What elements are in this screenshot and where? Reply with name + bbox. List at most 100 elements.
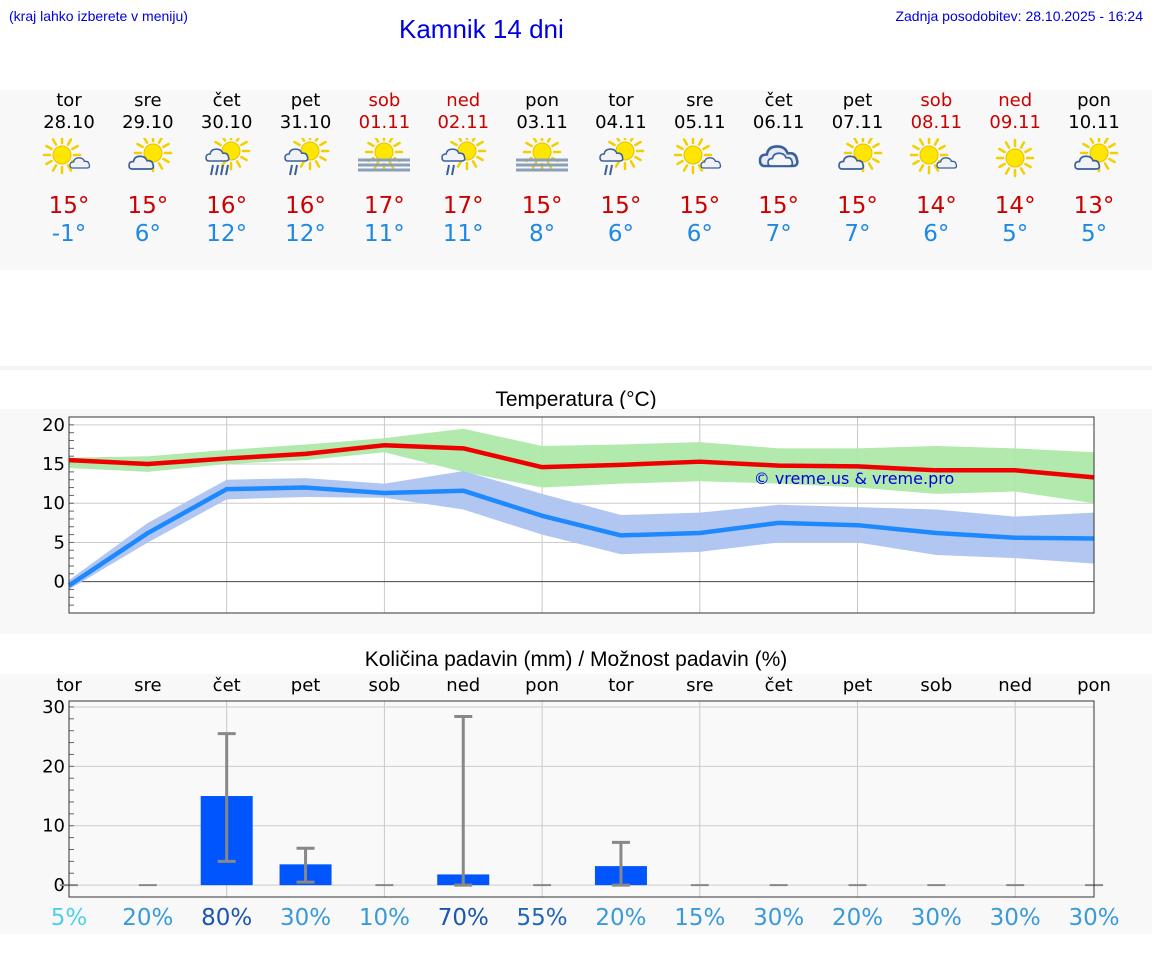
day-column: sre 05.11 15° 6° — [660, 90, 740, 248]
day-date: 29.10 — [122, 112, 174, 133]
precipitation-probability: 55% — [516, 905, 568, 931]
precipitation-probability: 70% — [437, 905, 489, 931]
forecast-days: tor 28.10 15° -1° sre 29.10 15° 6° čet 30.10 16° 12… — [0, 90, 1152, 270]
day-weekday: pon — [1077, 90, 1111, 111]
precipitation-error-bar — [296, 846, 315, 884]
day-weekday: sob — [368, 90, 401, 111]
precipitation-chart: 0 10 20 30 — [42, 699, 1104, 898]
day-min-temp: 6° — [923, 221, 950, 247]
day-min-temp: 12° — [206, 221, 248, 247]
y-tick-label: 0 — [54, 572, 65, 593]
x-tick-label: pon — [1077, 675, 1111, 696]
day-date: 01.11 — [358, 112, 411, 133]
day-max-temp: 16° — [285, 193, 326, 219]
cloudy-icon — [758, 145, 799, 168]
precipitation-probability: 20% — [122, 905, 174, 931]
day-weekday: sob — [920, 90, 953, 111]
day-weekday: čet — [212, 90, 241, 111]
mostly-sunny-cloud-icon — [128, 138, 173, 173]
precipitation-probability: 15% — [674, 905, 726, 931]
day-max-temp: 14° — [994, 193, 1036, 219]
forecast-strip — [0, 90, 1152, 270]
day-weekday: pon — [525, 90, 560, 111]
divider — [0, 366, 1152, 370]
day-max-temp: 15° — [758, 193, 800, 219]
precipitation-probability: 20% — [595, 905, 647, 931]
sun-fog-icon — [358, 138, 411, 172]
day-max-temp: 14° — [915, 193, 957, 219]
day-max-temp: 15° — [521, 193, 563, 219]
partly-sunny-icon — [42, 138, 91, 175]
x-tick-label: sre — [134, 675, 162, 696]
day-column: tor 04.11 15° 6° — [581, 90, 661, 248]
sun-fog-icon — [516, 138, 569, 172]
day-max-temp: 15° — [127, 193, 169, 219]
precipitation-error-bar — [217, 732, 236, 863]
last-update: Zadnja posodobitev: 28.10.2025 - 16:24 — [895, 8, 1143, 24]
day-date: 02.11 — [437, 112, 490, 133]
y-tick-label: 0 — [54, 875, 65, 896]
precipitation-probability: 30% — [753, 905, 805, 931]
x-tick-label: pet — [290, 675, 321, 696]
day-max-temp: 13° — [1073, 193, 1115, 219]
x-tick-label: sre — [686, 675, 714, 696]
mostly-sunny-cloud-icon — [837, 138, 882, 173]
max-temp-line — [68, 442, 1095, 480]
day-weekday: sre — [134, 90, 162, 111]
x-tick-label: sob — [368, 675, 401, 696]
day-weekday: ned — [446, 90, 481, 111]
precipitation-probability: 10% — [358, 905, 410, 931]
day-column: sre 29.10 15° 6° — [108, 90, 188, 248]
day-column: ned 02.11 17° 11° — [423, 90, 503, 248]
precipitation-probability: 20% — [831, 905, 884, 931]
precipitation-probability: 30% — [1068, 905, 1120, 931]
precipitation-chart-title: Količina padavin (mm) / Možnost padavin … — [364, 648, 788, 671]
precipitation-probability: 30% — [279, 905, 332, 931]
day-date: 04.11 — [595, 112, 647, 133]
y-tick-label: 5 — [54, 532, 65, 553]
y-tick-label: 30 — [42, 699, 65, 718]
y-tick-label: 20 — [42, 756, 65, 777]
day-date: 09.11 — [989, 112, 1041, 133]
precipitation-error-bar — [611, 840, 630, 887]
day-weekday: tor — [608, 90, 634, 111]
day-max-temp: 15° — [679, 193, 721, 219]
precipitation-probabilities: 5% 20% 80% 30% 10% 70% 55% 20% 15% 30% 20% 30% 30% 30… — [0, 904, 1152, 934]
day-weekday: pet — [290, 90, 321, 111]
day-weekday: sre — [686, 90, 714, 111]
day-min-temp: 12° — [285, 221, 326, 247]
min-temp-line — [67, 485, 1095, 588]
mostly-sunny-cloud-icon — [1074, 138, 1119, 173]
day-max-temp: 15° — [600, 193, 642, 219]
sun-rain-light-icon — [441, 138, 487, 176]
day-weekday: tor — [56, 90, 82, 111]
day-weekday: pet — [842, 90, 873, 111]
location-hint: (kraj lahko izberete v meniju) — [9, 8, 188, 24]
day-max-temp: 16° — [206, 193, 248, 219]
min-temp-range-band — [69, 471, 1095, 590]
day-column: sob 01.11 17° 11° — [344, 90, 424, 248]
day-column: pet 31.10 16° 12° — [266, 90, 346, 248]
partly-sunny-icon — [673, 138, 721, 175]
precipitation-day-labels: tor sre čet pet sob ned pon tor sre čet pet sob ned p… — [0, 675, 1152, 699]
day-max-temp: 17° — [442, 193, 484, 219]
day-column: čet 30.10 16° 12° — [187, 90, 267, 248]
day-date: 10.11 — [1068, 112, 1120, 133]
day-date: 03.11 — [516, 112, 568, 133]
day-min-temp: 11° — [364, 221, 405, 247]
day-min-temp: 7° — [844, 221, 871, 247]
precipitation-error-bar — [454, 714, 473, 887]
partly-sunny-icon — [910, 138, 958, 175]
precipitation-probability: 80% — [201, 905, 253, 931]
y-tick-label: 20 — [42, 415, 65, 436]
x-tick-label: ned — [998, 675, 1033, 696]
day-date: 30.10 — [200, 112, 253, 133]
x-tick-label: tor — [608, 675, 634, 696]
precipitation-probability: 30% — [989, 905, 1041, 931]
sunny-icon — [995, 138, 1035, 178]
x-tick-label: pon — [525, 675, 560, 696]
x-tick-label: čet — [212, 675, 241, 696]
temperature-chart: 0 5 10 15 20 © vreme.us & vreme.pro — [42, 415, 1095, 614]
day-date: 06.11 — [752, 112, 805, 133]
page-title: Kamnik 14 dni — [399, 14, 564, 44]
